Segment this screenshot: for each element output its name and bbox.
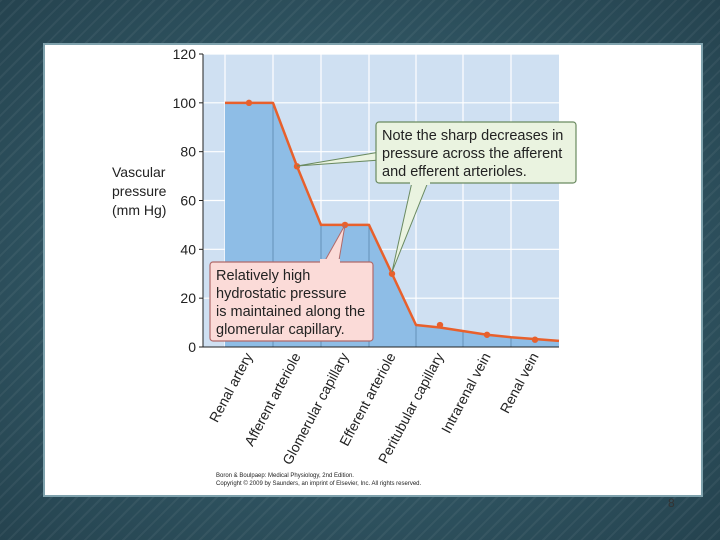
x-category-label: Renal vein	[496, 350, 541, 416]
data-point-efferent-arteriole	[388, 270, 396, 277]
data-point-renal-artery	[245, 99, 253, 107]
slide-number: 8	[668, 496, 675, 510]
green-callout-joint	[410, 179, 430, 185]
y-tick-label: 100	[173, 95, 197, 111]
red-annotation-text: hydrostatic pressure	[216, 286, 347, 302]
red-annotation-text: glomerular capillary.	[216, 322, 345, 338]
y-axis-label: Vascular	[112, 164, 166, 180]
y-tick-label: 20	[180, 290, 196, 306]
green-annotation-text: and efferent arterioles.	[382, 164, 527, 180]
green-annotation-text: pressure across the afferent	[382, 146, 562, 162]
credit-line-1: Boron & Boulpaep: Medical Physiology, 2n…	[216, 473, 354, 479]
x-category-label: Intrarenal vein	[438, 350, 494, 436]
y-axis-label: (mm Hg)	[112, 202, 166, 218]
data-point-intrarenal-vein	[483, 331, 491, 338]
red-annotation-box	[209, 261, 374, 342]
red-annotation-text: is maintained along the	[216, 304, 365, 320]
y-tick-label: 40	[180, 241, 196, 257]
credit-line-2: Copyright © 2009 by Saunders, an imprint…	[216, 481, 422, 487]
y-tick-label: 60	[180, 193, 196, 209]
green-callout-joint	[380, 150, 386, 164]
green-annotation-box	[375, 121, 577, 184]
x-category-label: Renal artery	[206, 350, 256, 425]
data-point-renal-vein	[531, 336, 539, 343]
y-tick-label: 0	[188, 339, 196, 355]
y-tick-label: 80	[180, 144, 196, 160]
y-axis-label: pressure	[112, 183, 167, 199]
red-annotation-text: Relatively high	[216, 268, 310, 284]
data-point-peritubular-capillary	[436, 321, 444, 329]
y-tick-label: 120	[173, 46, 197, 62]
green-annotation-text: Note the sharp decreases in	[382, 128, 563, 144]
red-callout-joint	[320, 259, 340, 265]
data-point-afferent-arteriole	[293, 163, 301, 170]
